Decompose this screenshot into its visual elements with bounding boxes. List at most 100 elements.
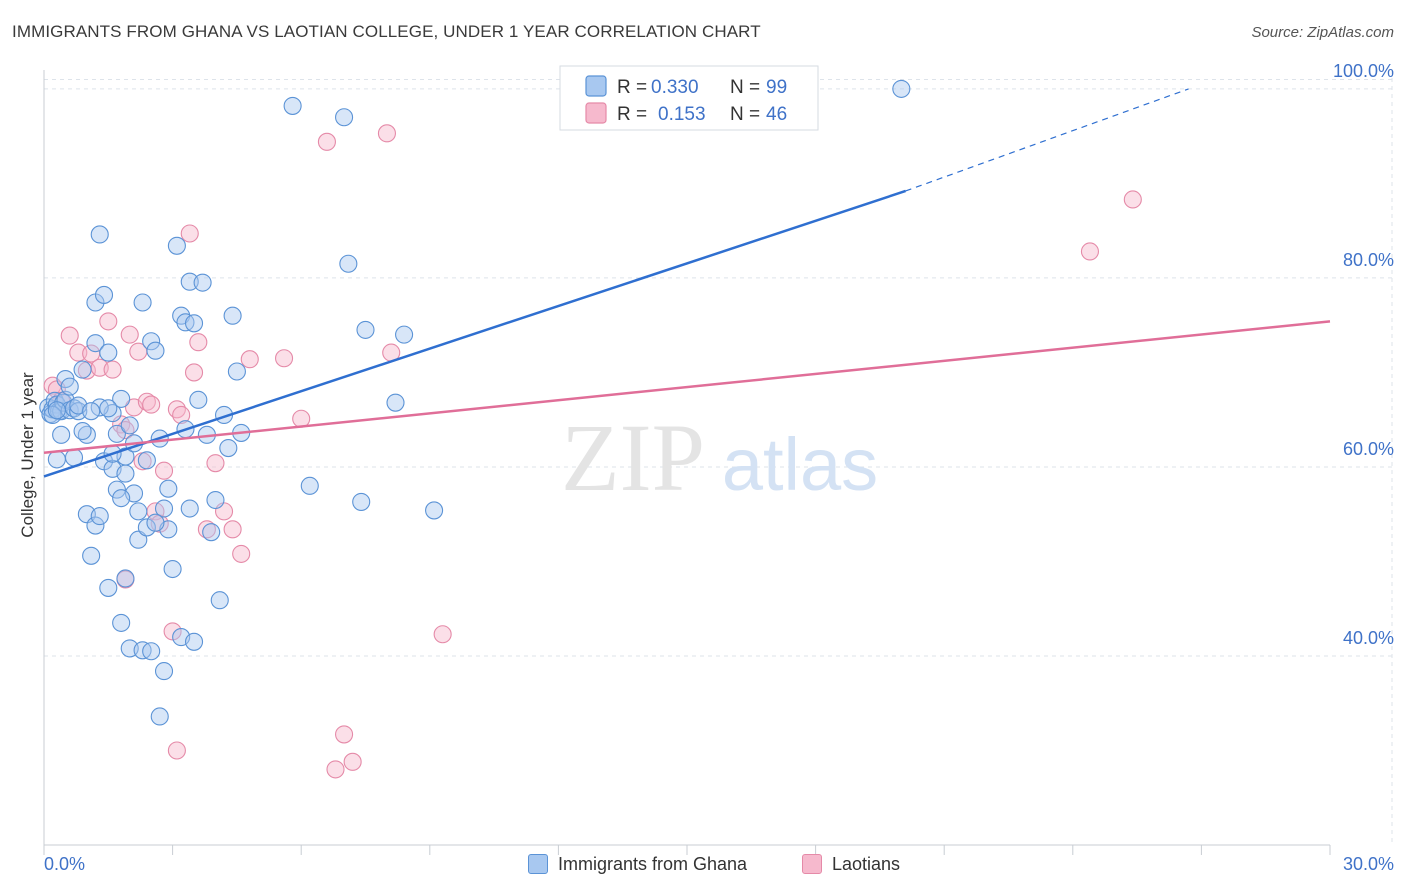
laotians-point [172,405,191,425]
ghana-point [86,516,105,535]
legend-n-value-blue: 99 [766,77,787,98]
laotians-point [180,224,199,243]
bottom-legend: Immigrants from Ghana Laotians [0,850,1406,878]
legend-item-laotians[interactable]: Laotians [802,852,900,876]
laotians-point [317,132,336,151]
ghana-trend-line-extension [905,88,1189,192]
ghana-point [120,416,139,435]
laotians-trend-line [43,320,1331,455]
laotians-point [154,461,174,480]
laotians-point [232,544,251,563]
ghana-point [219,438,238,458]
ghana-point [86,334,105,353]
legend-label-laotians: Laotians [832,853,901,874]
grid-lines [44,70,1393,845]
laotians-point [103,360,122,379]
ghana-point [154,499,174,518]
laotians-point [335,725,354,744]
ghana-point [180,272,199,291]
laotians-point [206,454,225,473]
legend-r-value-pink: 0.153 [658,104,706,125]
ghana-point [90,507,109,526]
legend-box: R = 0.330 N = 99 R = 0.153 N = 46 [559,65,819,131]
ghana-point [184,632,204,651]
ghana-point [159,479,178,498]
ghana-point [69,402,88,421]
legend-label-ghana: Immigrants from Ghana [558,853,748,874]
x-tick-label-right: 30.0% [1343,854,1394,874]
ghana-point [73,421,92,441]
legend-r-value-blue: 0.330 [651,77,699,98]
ghana-point [300,476,319,495]
ghana-point [99,578,118,597]
ghana-point [335,108,354,127]
y-axis-tick-labels: 40.0% 60.0% 80.0% 100.0% [1333,61,1394,648]
ghana-point [154,662,174,681]
ghana-point [94,285,114,304]
ghana-point [137,451,156,470]
axes [43,70,1331,855]
ghana-point [167,236,186,255]
laotians-point [377,124,396,143]
x-tick-label-left: 0.0% [44,854,85,874]
ghana-point [47,450,66,469]
watermark-zip: ZIP [561,404,705,511]
laotians-point [433,625,452,644]
laotians-point [99,312,118,331]
laotians-point [343,752,362,771]
ghana-point [227,362,246,381]
ghana-point [82,402,101,421]
ghana-point [112,489,131,508]
y-tick-label: 100.0% [1333,61,1394,81]
ghana-point [54,393,73,412]
legend-swatch-laotians [802,854,822,874]
ghana-point [129,502,148,521]
watermark: ZIP atlas [561,404,878,511]
ghana-point [150,707,169,726]
laotians-point [223,520,242,539]
ghana-point [180,499,199,518]
legend-n-label-pink: N = [730,104,760,125]
y-tick-label: 80.0% [1343,250,1394,270]
ghana-point [146,513,165,532]
laotians-point [60,326,79,345]
laotians-point [69,343,88,362]
ghana-point [133,293,152,312]
ghana-point [142,642,161,661]
laotians-point [120,325,139,344]
legend-r-label-pink: R = [617,104,647,125]
ghana-point [206,490,225,510]
ghana-point [193,273,212,292]
laotians-point [275,349,294,368]
ghana-point [210,591,229,610]
ghana-point [339,254,358,273]
legend-r-label-blue: R = [617,77,647,98]
watermark-atlas: atlas [722,423,878,506]
ghana-point [129,530,148,549]
ghana-point [116,569,135,588]
ghana-point [146,341,165,360]
ghana-point [112,389,131,408]
ghana-point [202,523,221,542]
ghana-point [386,393,405,412]
y-axis-label: College, Under 1 year [18,372,37,538]
trend-lines [43,88,1331,478]
source-credit: Source: ZipAtlas.com [1251,24,1394,41]
legend-item-ghana[interactable]: Immigrants from Ghana [528,852,747,876]
ghana-point [52,425,71,444]
laotians-point [189,333,208,352]
laotians-point [142,395,161,414]
ghana-point [47,401,66,420]
ghana-point [352,492,371,511]
ghana-point [99,343,118,362]
legend-n-value-pink: 46 [766,104,787,125]
ghana-point [116,464,135,483]
ghana-point [142,332,161,351]
legend-swatch-blue [585,75,607,97]
ghana-trend-line [43,189,907,478]
ghana-point [163,559,182,579]
ghana-point [395,325,414,344]
ghana-point [99,399,118,418]
laotians-point [326,760,345,779]
